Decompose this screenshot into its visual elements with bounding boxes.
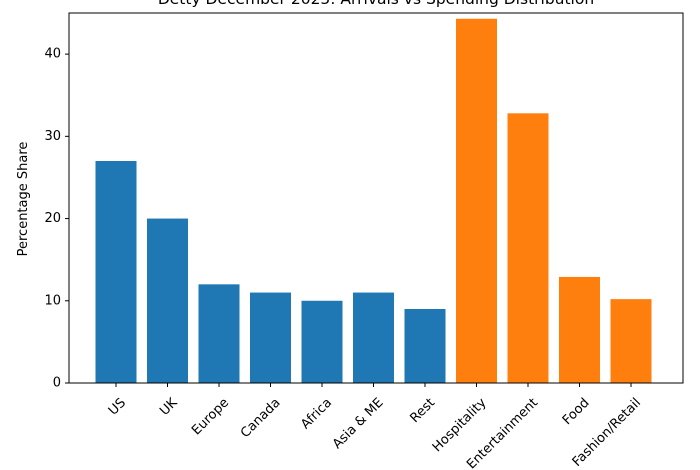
x-tick-label: Rest	[407, 395, 438, 426]
y-tick-label: 30	[44, 129, 61, 144]
bar-rest	[404, 309, 446, 383]
y-tick-label: 0	[53, 376, 61, 391]
plot-frame	[68, 12, 684, 384]
x-tick-label: Asia & ME	[330, 395, 387, 452]
y-tick-label: 40	[44, 47, 61, 62]
x-tick-label: Europe	[189, 395, 232, 438]
axes-frame	[68, 12, 684, 384]
bar-europe	[198, 284, 240, 383]
y-tick-label: 10	[44, 293, 61, 308]
x-tick-label: Canada	[238, 395, 284, 441]
bar-fashion-retail	[610, 299, 652, 383]
x-tick-label: UK	[157, 395, 181, 419]
bar-food	[559, 276, 600, 383]
bar-uk	[147, 218, 188, 383]
x-tick-label: US	[106, 395, 129, 418]
bar-africa	[301, 300, 343, 383]
bar-asia-me	[353, 292, 394, 383]
bar-entertainment	[507, 113, 549, 383]
y-tick-label: 20	[44, 211, 61, 226]
x-tick-label: Africa	[298, 395, 335, 432]
x-tick-label: Food	[560, 395, 593, 428]
bar-us	[95, 161, 137, 383]
bars-group	[95, 18, 652, 383]
bar-canada	[250, 292, 291, 383]
y-axis-label: Percentage Share	[16, 142, 31, 257]
bar-hospitality	[456, 18, 497, 383]
chart-title: Detty December 2025: Arrivals vs Spendin…	[158, 0, 594, 8]
y-ticks-group: 0 10 20 30 40	[44, 47, 69, 391]
